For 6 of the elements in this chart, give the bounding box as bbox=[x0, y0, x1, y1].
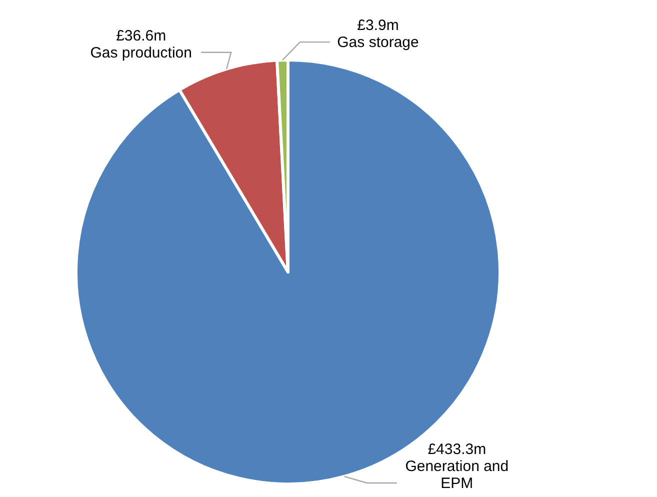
slice-label: Generation and EPM bbox=[405, 458, 509, 492]
data-label: £433.3m bbox=[428, 441, 486, 458]
slice-label: Gas production bbox=[90, 44, 192, 62]
data-label: £36.6m bbox=[116, 27, 166, 44]
data-label: £3.9m bbox=[357, 17, 399, 34]
slice-label: Gas storage bbox=[337, 34, 419, 52]
